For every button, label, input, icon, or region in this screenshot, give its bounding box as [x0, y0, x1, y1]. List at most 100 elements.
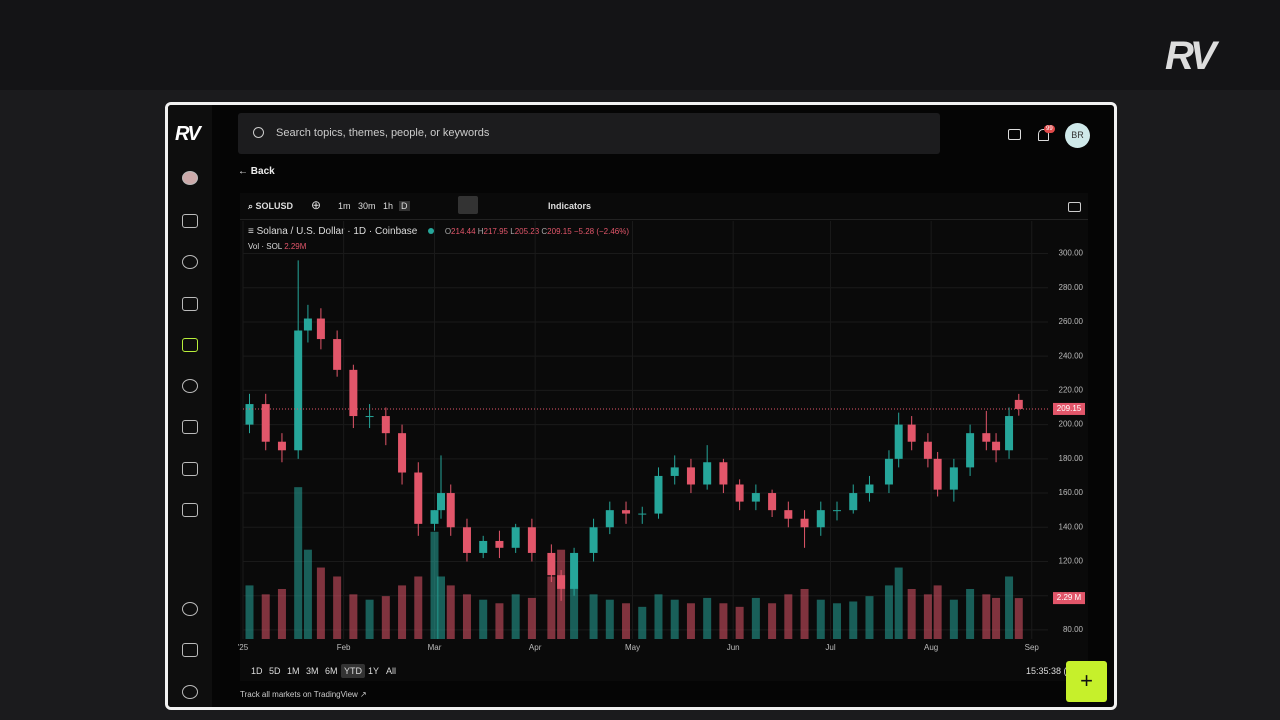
candle-body — [966, 433, 975, 468]
globe-icon[interactable] — [182, 379, 198, 393]
bell-icon[interactable] — [1038, 129, 1049, 141]
volume-bar — [894, 567, 903, 639]
volume-legend: Vol · SOL 2.29M — [248, 242, 306, 251]
ohlc-letter: C — [541, 227, 548, 236]
volume-bar — [670, 599, 679, 639]
candle-body — [865, 484, 874, 494]
candle-body — [570, 552, 579, 589]
x-tick-label: Mar — [428, 643, 442, 652]
library-icon[interactable] — [182, 297, 198, 311]
range-1y[interactable]: 1Y — [368, 666, 380, 676]
help-icon[interactable] — [182, 602, 198, 616]
range-5d[interactable]: 5D — [269, 666, 281, 676]
add-symbol[interactable]: ⊕ — [311, 198, 322, 212]
volume-bar — [884, 585, 893, 639]
volume-bar — [849, 601, 858, 639]
snapshot-icon[interactable] — [1068, 202, 1081, 212]
volume-bar — [784, 594, 793, 639]
symbol-search[interactable]: ⌕ SOLUSD — [248, 201, 294, 211]
search-placeholder: Search topics, themes, people, or keywor… — [276, 127, 490, 139]
candle-body — [638, 513, 647, 515]
search-bar[interactable]: Search topics, themes, people, or keywor… — [238, 113, 940, 154]
interval-d[interactable]: D — [399, 201, 410, 211]
brand-logo: RV — [1165, 34, 1217, 78]
sidebar: RV — [168, 105, 212, 707]
chart-widget — [240, 193, 1088, 681]
candle-body — [261, 404, 270, 442]
ohlc-value: 214.44 — [451, 227, 476, 236]
volume-bar — [547, 576, 556, 639]
range-3m[interactable]: 3M — [306, 666, 319, 676]
messages-icon[interactable] — [1008, 129, 1021, 140]
volume-bar — [365, 599, 374, 639]
y-tick-label: 140.00 — [1059, 522, 1084, 531]
candle-body — [316, 318, 325, 340]
interval-1m[interactable]: 1m — [338, 201, 351, 211]
symbol: SOLUSD — [255, 201, 294, 211]
candle-body — [735, 484, 744, 502]
indicators-button[interactable]: Indicators — [548, 201, 592, 211]
search-icon — [253, 127, 264, 138]
candle-body — [365, 416, 374, 418]
ohlc-letter: L — [510, 227, 515, 236]
sidebar-logo[interactable]: RV — [175, 123, 201, 145]
candle-body — [816, 510, 825, 528]
ideas-icon[interactable] — [182, 255, 198, 269]
candle-body — [430, 510, 439, 524]
candle-body — [923, 441, 932, 459]
last-price-tag — [1053, 402, 1085, 415]
candle-style[interactable] — [458, 196, 478, 214]
candle-body — [800, 518, 809, 528]
footer-text: Track all markets on TradingView — [240, 690, 358, 699]
ohlc-value: 205.23 — [514, 227, 540, 236]
candle-body — [381, 416, 390, 434]
avatar[interactable]: BR — [1065, 123, 1090, 148]
volume-bar — [735, 606, 744, 639]
volume-bar — [446, 585, 455, 639]
volume-bar — [933, 585, 942, 639]
range-1d[interactable]: 1D — [251, 666, 263, 676]
candle-body — [1014, 399, 1023, 409]
shop-icon[interactable] — [182, 503, 198, 517]
ohlc-letter: H — [477, 227, 484, 236]
volume-bar — [654, 594, 663, 639]
candle-body — [719, 462, 728, 485]
x-tick-label: Apr — [529, 643, 542, 652]
info-icon[interactable] — [182, 685, 198, 699]
volume-bar — [245, 585, 254, 639]
notification-badge: 99 — [1044, 125, 1055, 133]
app-window: RV Search topics, themes, people, or key… — [165, 102, 1117, 710]
range-6m[interactable]: 6M — [325, 666, 338, 676]
volume-bar — [381, 596, 390, 639]
y-tick-label: 180.00 — [1059, 454, 1084, 463]
last-volume-label: 2.29 M — [1057, 593, 1082, 602]
candle-body — [784, 510, 793, 519]
range-1m[interactable]: 1M — [287, 666, 300, 676]
chat-icon[interactable] — [182, 643, 198, 657]
range-all[interactable]: All — [386, 666, 397, 676]
rank-icon[interactable] — [182, 462, 198, 476]
volume-bar — [1005, 576, 1014, 639]
volume-bar — [303, 549, 312, 639]
volume-bar — [430, 531, 439, 639]
candle-body — [349, 369, 358, 417]
academy-icon[interactable] — [182, 420, 198, 434]
interval-30m[interactable]: 30m — [358, 201, 376, 211]
y-tick-label: 200.00 — [1059, 420, 1084, 429]
y-tick-label: 160.00 — [1059, 488, 1084, 497]
candle-body — [446, 493, 455, 528]
candle-body — [849, 493, 858, 511]
back-link[interactable]: ← Back — [238, 166, 275, 177]
home-icon[interactable] — [182, 214, 198, 228]
range-ytd[interactable]: YTD — [341, 664, 365, 678]
footer-link[interactable]: Track all markets on TradingView ↗ — [240, 690, 367, 699]
x-tick-label: Feb — [337, 643, 351, 652]
charts-icon[interactable] — [182, 338, 198, 352]
candle-body — [768, 493, 777, 511]
add-button[interactable]: + — [1066, 661, 1107, 702]
interval-1h[interactable]: 1h — [383, 201, 394, 211]
volume-title: Vol · SOL — [248, 242, 282, 251]
profile-icon[interactable] — [182, 171, 198, 185]
ohlc-value: 209.15 — [547, 227, 572, 236]
